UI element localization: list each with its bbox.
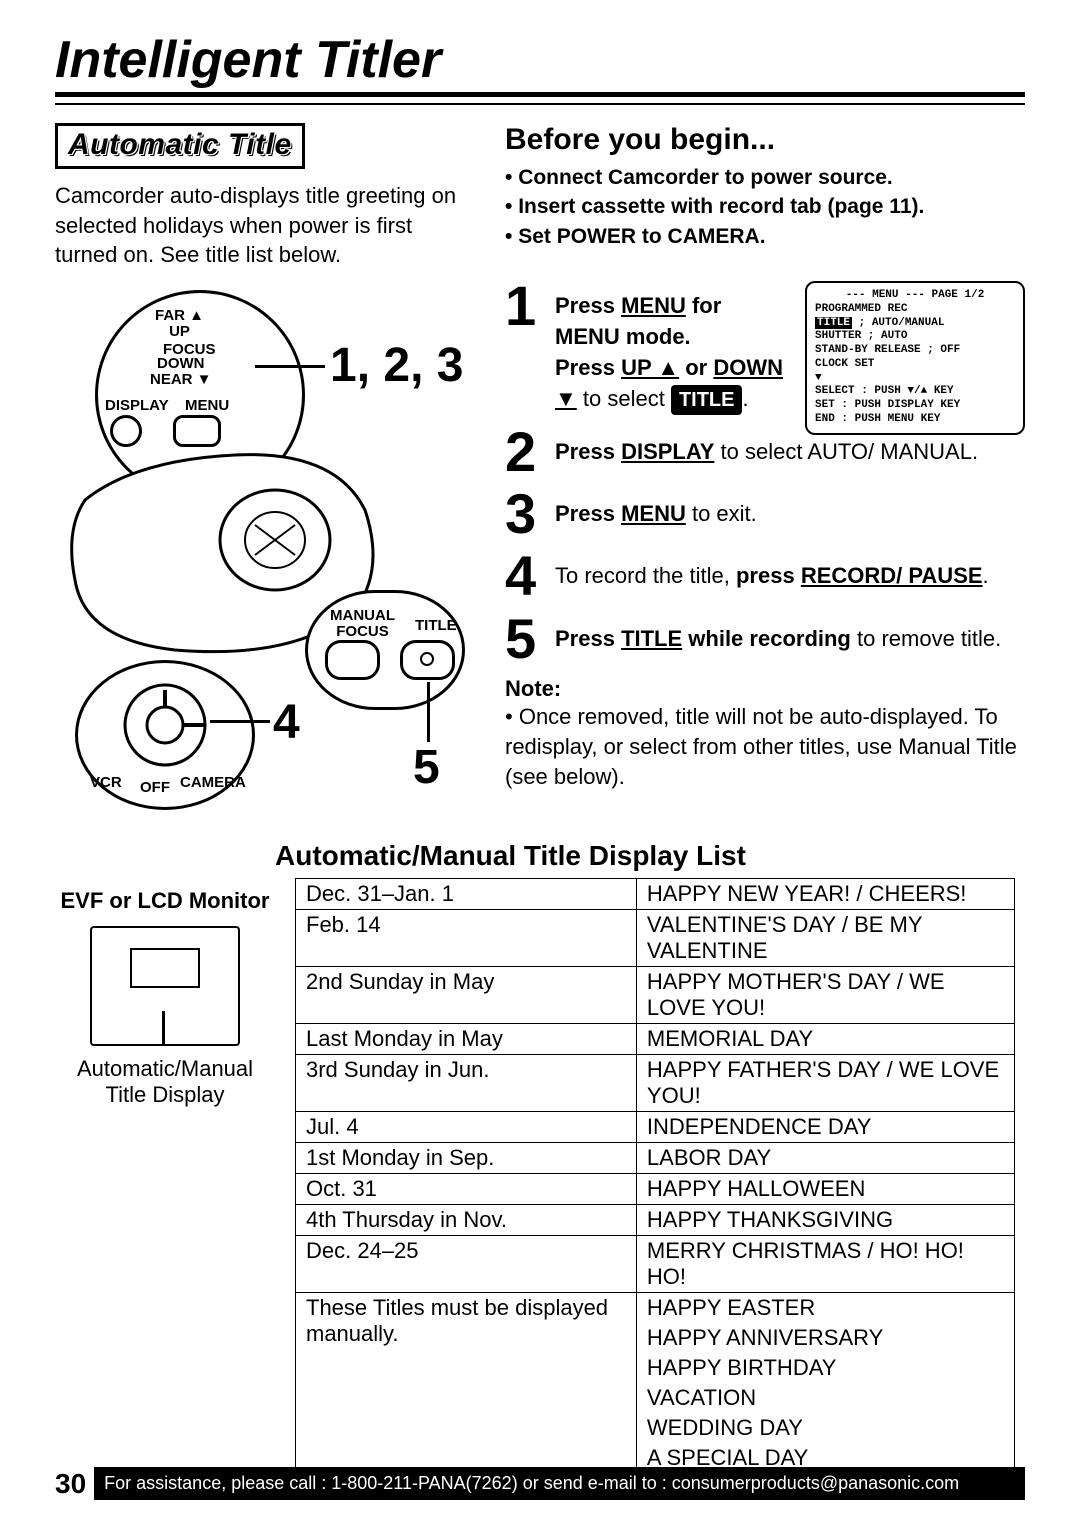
step3-menu: MENU — [621, 501, 686, 526]
table-cell: MEMORIAL DAY — [636, 1024, 1014, 1055]
step1-text: Press — [555, 355, 621, 380]
table-cell: HAPPY FATHER'S DAY / WE LOVE YOU! — [636, 1055, 1014, 1112]
step5-title: TITLE — [621, 626, 682, 651]
table-cell: VACATION — [636, 1383, 1014, 1413]
step-number: 5 — [505, 614, 555, 664]
step-number: 3 — [505, 489, 555, 539]
callout-4: 4 — [273, 695, 300, 750]
before-item: Connect Camcorder to power source. — [505, 163, 1025, 192]
menu-line: ▼ — [815, 372, 1015, 386]
table-cell: HAPPY BIRTHDAY — [636, 1353, 1014, 1383]
before-item: Set POWER to CAMERA. — [505, 222, 1025, 251]
step3-text: to exit. — [686, 501, 757, 526]
step5-text: while recording — [682, 626, 851, 651]
callout-123: 1, 2, 3 — [330, 338, 463, 393]
table-cell: LABOR DAY — [636, 1143, 1014, 1174]
menu-line: ; AUTO/MANUAL — [852, 317, 944, 329]
step4-text: press — [736, 563, 801, 588]
step4-text: To record the title, — [555, 563, 736, 588]
step5-text: Press — [555, 626, 621, 651]
step2-text: to select AUTO/ MANUAL. — [714, 439, 978, 464]
menu-line: SELECT : PUSH ▼/▲ KEY — [815, 385, 1015, 399]
label-off: OFF — [140, 780, 170, 796]
table-cell: INDEPENDENCE DAY — [636, 1112, 1014, 1143]
label-manual-focus: MANUAL FOCUS — [330, 608, 395, 640]
label-near-down: DOWN NEAR ▼ — [150, 356, 212, 388]
step1-text: . — [742, 386, 748, 411]
table-cell: Jul. 4 — [296, 1112, 637, 1143]
menu-line: SET : PUSH DISPLAY KEY — [815, 399, 1015, 413]
table-cell: HAPPY EASTER — [636, 1293, 1014, 1324]
menu-line-hl: TITLE — [815, 317, 852, 329]
table-cell: VALENTINE'S DAY / BE MY VALENTINE — [636, 910, 1014, 967]
menu-line: --- MENU --- PAGE 1/2 — [815, 289, 1015, 303]
step1-text: to select — [577, 386, 671, 411]
footer-bar: For assistance, please call : 1-800-211-… — [94, 1467, 1025, 1500]
step4-record: RECORD/ PAUSE — [801, 563, 983, 588]
label-camera: CAMERA — [180, 775, 246, 791]
table-cell: HAPPY ANNIVERSARY — [636, 1323, 1014, 1353]
table-cell: 2nd Sunday in May — [296, 967, 637, 1024]
before-heading: Before you begin... — [505, 123, 1025, 157]
menu-line: END : PUSH MENU KEY — [815, 413, 1015, 427]
label-title: TITLE — [415, 618, 457, 634]
label-far-up: FAR ▲ UP — [155, 308, 204, 340]
evf-diagram — [90, 926, 240, 1046]
menu-line: SHUTTER ; AUTO — [815, 330, 1015, 344]
step1-text: Press — [555, 293, 621, 318]
table-cell: Last Monday in May — [296, 1024, 637, 1055]
step-number: 1 — [505, 281, 555, 331]
step1-title-pill: TITLE — [671, 385, 743, 415]
table-cell: Dec. 31–Jan. 1 — [296, 879, 637, 910]
step-number: 2 — [505, 427, 555, 477]
step1-text: or — [679, 355, 713, 380]
step-number: 4 — [505, 551, 555, 601]
table-cell: HAPPY THANKSGIVING — [636, 1205, 1014, 1236]
menu-line: CLOCK SET — [815, 358, 1015, 372]
before-item: Insert cassette with record tab (page 11… — [505, 192, 1025, 221]
step1-up: UP ▲ — [621, 355, 679, 380]
step2-display: DISPLAY — [621, 439, 714, 464]
note-body: Once removed, title will not be auto-dis… — [505, 702, 1025, 791]
table-cell: 4th Thursday in Nov. — [296, 1205, 637, 1236]
evf-caption2: Automatic/Manual Title Display — [55, 1056, 275, 1108]
page-title: Intelligent Titler — [55, 30, 1025, 97]
list-heading: Automatic/Manual Title Display List — [275, 840, 1025, 872]
section-title: Automatic Title — [55, 123, 305, 169]
page-number: 30 — [55, 1468, 86, 1500]
menu-line: PROGRAMMED REC — [815, 303, 1015, 317]
menu-line: STAND-BY RELEASE ; OFF — [815, 344, 1015, 358]
label-vcr: VCR — [90, 775, 122, 791]
callout-5: 5 — [413, 740, 440, 795]
table-cell: 1st Monday in Sep. — [296, 1143, 637, 1174]
table-cell: WEDDING DAY — [636, 1413, 1014, 1443]
table-cell: These Titles must be displayed manually. — [296, 1293, 637, 1474]
step5-text: to remove title. — [851, 626, 1001, 651]
step3-text: Press — [555, 501, 621, 526]
title-table: Dec. 31–Jan. 1HAPPY NEW YEAR! / CHEERS!F… — [295, 878, 1015, 1474]
table-cell: Feb. 14 — [296, 910, 637, 967]
step4-text: . — [983, 563, 989, 588]
table-cell: 3rd Sunday in Jun. — [296, 1055, 637, 1112]
step2-text: Press — [555, 439, 621, 464]
note-heading: Note: — [505, 676, 1025, 702]
label-menu: MENU — [185, 398, 229, 414]
label-display: DISPLAY — [105, 398, 169, 414]
table-cell: HAPPY NEW YEAR! / CHEERS! — [636, 879, 1014, 910]
evf-caption: EVF or LCD Monitor — [55, 888, 275, 914]
table-cell: HAPPY HALLOWEEN — [636, 1174, 1014, 1205]
step1-menu: MENU — [621, 293, 686, 318]
divider — [55, 103, 1025, 105]
table-cell: HAPPY MOTHER'S DAY / WE LOVE YOU! — [636, 967, 1014, 1024]
camcorder-diagram: FAR ▲ UP FOCUS DOWN NEAR ▼ DISPLAY MENU … — [55, 290, 465, 810]
intro-text: Camcorder auto-displays title greeting o… — [55, 181, 475, 270]
menu-screen: --- MENU --- PAGE 1/2 PROGRAMMED REC TIT… — [805, 281, 1025, 435]
table-cell: Dec. 24–25 — [296, 1236, 637, 1293]
table-cell: Oct. 31 — [296, 1174, 637, 1205]
table-cell: MERRY CHRISTMAS / HO! HO! HO! — [636, 1236, 1014, 1293]
